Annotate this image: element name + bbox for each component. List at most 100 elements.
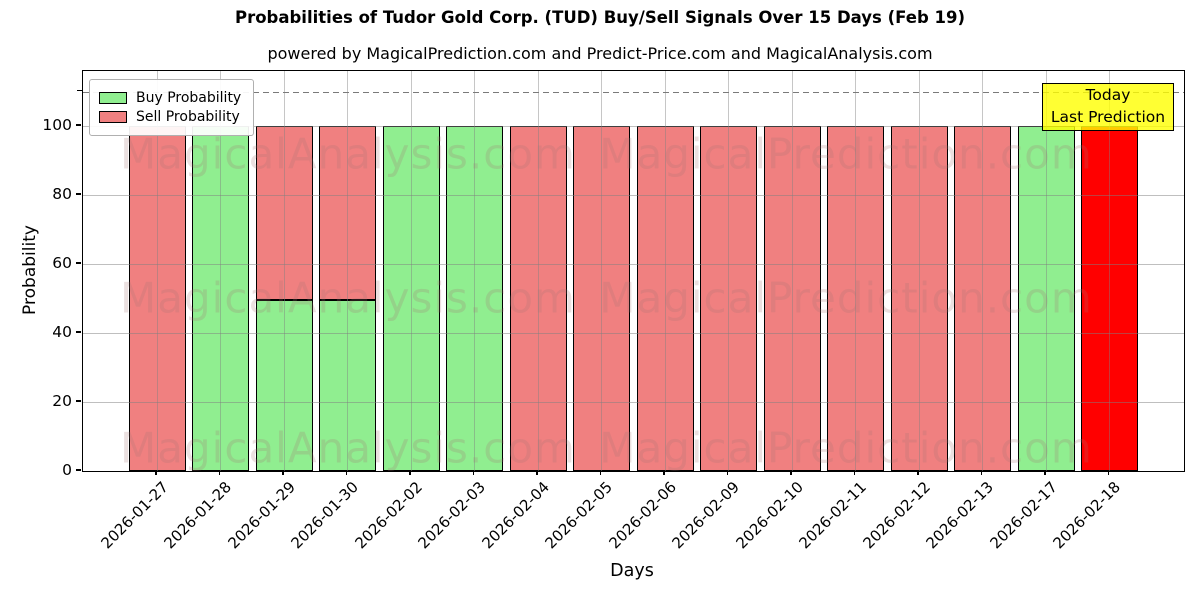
x-tick-label: 2026-01-30 — [287, 478, 363, 553]
threshold-dashed-line — [83, 91, 1184, 94]
x-tick-label: 2026-02-17 — [986, 478, 1061, 553]
watermark-left: MagicalAnalysis.com — [120, 423, 576, 472]
x-tick-mark — [663, 470, 665, 475]
x-tick-mark — [1044, 470, 1046, 475]
bar-segment — [192, 126, 249, 471]
bar-segment — [319, 300, 376, 471]
bar-segment — [319, 126, 376, 301]
legend-buy-swatch — [99, 92, 127, 104]
x-tick-mark — [726, 470, 729, 475]
x-tick-mark — [155, 470, 157, 475]
y-tick-mark — [76, 262, 81, 264]
watermark-right: MagicalPrediction.com — [599, 273, 1093, 323]
gridline-horizontal-60 — [83, 264, 1184, 266]
bar-segment — [128, 126, 186, 471]
bar-segment — [382, 126, 440, 471]
gridline-horizontal-40 — [83, 333, 1184, 335]
grid-layer — [83, 71, 1184, 471]
y-tick-mark — [76, 124, 81, 126]
gridline-horizontal-100 — [83, 126, 1184, 128]
watermark-right: MagicalPrediction.com — [599, 423, 1093, 472]
x-tick-mark — [472, 470, 475, 475]
gridline-vertical — [728, 71, 729, 471]
bar-segment — [763, 126, 821, 471]
y-tick-label: 0 — [62, 461, 72, 479]
legend-sell-swatch — [99, 111, 127, 123]
watermark-left: MagicalAnalysis.com — [120, 273, 576, 323]
watermark-layer: MagicalAnalysis.com MagicalPrediction.com… — [83, 71, 1184, 472]
gridline-vertical — [283, 71, 285, 471]
gridline-vertical — [664, 71, 666, 471]
gridline-vertical — [156, 71, 158, 471]
gridline-vertical — [410, 71, 412, 471]
gridline-horizontal-20 — [83, 402, 1184, 404]
plot-area: MagicalAnalysis.com MagicalPrediction.com… — [82, 70, 1185, 472]
y-tick-mark-minor — [77, 89, 82, 92]
x-axis-label: Days — [610, 561, 654, 581]
y-tick-label: 80 — [52, 185, 72, 204]
x-tick-label: 2026-02-03 — [414, 478, 490, 553]
legend: Buy Probability Sell Probability — [89, 79, 255, 136]
x-tick-mark — [218, 470, 221, 475]
x-tick-mark — [980, 470, 983, 475]
y-tick-mark — [76, 331, 81, 333]
y-tick-label: 60 — [52, 254, 72, 273]
annotation-line-today: Today — [1085, 86, 1131, 104]
x-tick-mark — [853, 470, 856, 475]
chart-subtitle: powered by MagicalPrediction.com and Pre… — [267, 44, 933, 63]
x-tick-label: 2026-02-04 — [478, 478, 553, 553]
x-tick-label: 2026-02-11 — [795, 478, 871, 553]
gridline-horizontal-80 — [83, 195, 1184, 197]
x-tick-mark — [345, 470, 348, 475]
y-tick-mark — [76, 400, 81, 402]
annotation-line-last-prediction: Last Prediction — [1050, 107, 1166, 126]
gridline-vertical — [982, 71, 983, 471]
y-tick-label: 100 — [42, 116, 72, 135]
x-tick-label: 2026-02-12 — [859, 478, 934, 553]
bars-layer — [83, 71, 1184, 471]
watermark-left: MagicalAnalysis.com — [120, 129, 576, 179]
x-tick-mark — [790, 470, 792, 475]
bar-segment — [636, 126, 694, 471]
bar-segment — [700, 126, 757, 471]
gridline-vertical — [1045, 71, 1047, 471]
x-tick-label: 2026-01-28 — [160, 478, 236, 553]
legend-row-sell: Sell Probability — [99, 109, 241, 125]
y-axis-label: Probability — [20, 225, 40, 315]
bar-segment — [573, 126, 630, 471]
legend-row-buy: Buy Probability — [99, 90, 241, 106]
x-tick-label: 2026-02-10 — [732, 478, 807, 553]
watermark-right: MagicalPrediction.com — [599, 129, 1093, 179]
y-tick-mark — [76, 469, 81, 471]
x-tick-label: 2026-01-27 — [97, 478, 172, 553]
x-tick-label: 2026-02-13 — [922, 478, 998, 553]
gridline-vertical — [855, 71, 856, 471]
gridline-vertical — [220, 71, 221, 471]
bar-segment — [890, 126, 948, 471]
legend-sell-label: Sell Probability — [136, 109, 240, 125]
x-tick-label: 2026-02-18 — [1049, 478, 1125, 553]
bar-segment — [255, 126, 313, 301]
gridline-vertical — [1109, 71, 1110, 471]
gridline-vertical — [347, 71, 348, 471]
x-tick-label: 2026-02-09 — [668, 478, 744, 553]
x-tick-mark — [1107, 470, 1110, 475]
x-tick-mark — [536, 470, 538, 475]
x-tick-label: 2026-01-29 — [224, 478, 299, 553]
x-tick-label: 2026-02-05 — [541, 478, 617, 553]
x-tick-label: 2026-02-06 — [605, 478, 680, 553]
bar-segment — [827, 126, 884, 471]
bar-segment — [1081, 126, 1138, 471]
x-tick-mark — [409, 470, 411, 475]
gridline-vertical — [918, 71, 920, 471]
x-tick-mark — [282, 470, 284, 475]
gridline-vertical — [791, 71, 793, 471]
bar-segment — [446, 126, 503, 471]
x-tick-label: 2026-02-02 — [351, 478, 426, 553]
y-tick-label: 40 — [52, 323, 72, 342]
x-tick-mark — [917, 470, 919, 475]
y-tick-label: 20 — [52, 392, 72, 411]
bar-segment — [1017, 126, 1075, 471]
x-tick-mark — [599, 470, 602, 475]
